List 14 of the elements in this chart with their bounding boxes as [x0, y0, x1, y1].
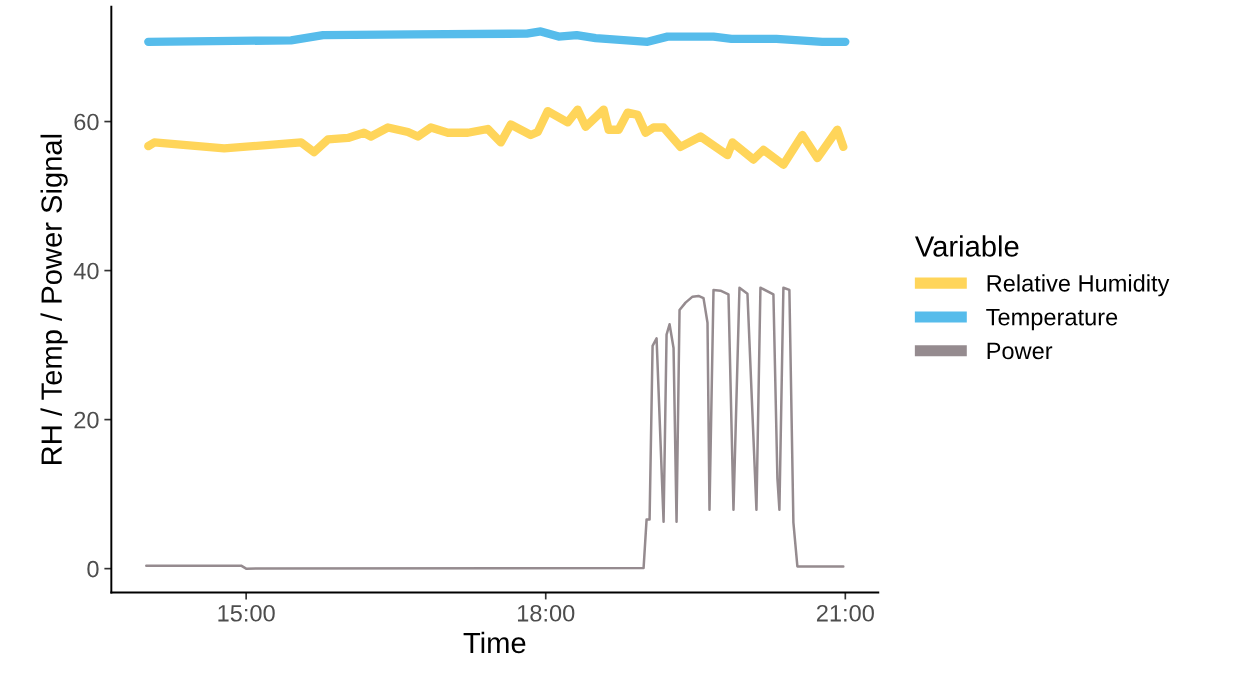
y-tick-label: 60	[74, 113, 99, 131]
y-tick-label: 20	[74, 411, 99, 429]
legend-label: Relative Humidity	[987, 274, 1170, 297]
line-series	[145, 286, 845, 570]
y-tick-label: 40	[73, 262, 99, 280]
x-tick-label: 18:00	[517, 604, 575, 622]
legend-label: Power	[987, 342, 1053, 360]
y-tick-label: 0	[87, 560, 99, 578]
legend-label: Temperature	[986, 309, 1118, 331]
legend-title: Variable	[914, 235, 1019, 257]
x-axis-title: Time	[463, 631, 526, 654]
x-tick-label: 15:00	[218, 604, 275, 622]
y-axis-title: RH / Temp / Power Signal	[40, 134, 68, 464]
x-tick-label: 21:00	[816, 604, 874, 622]
